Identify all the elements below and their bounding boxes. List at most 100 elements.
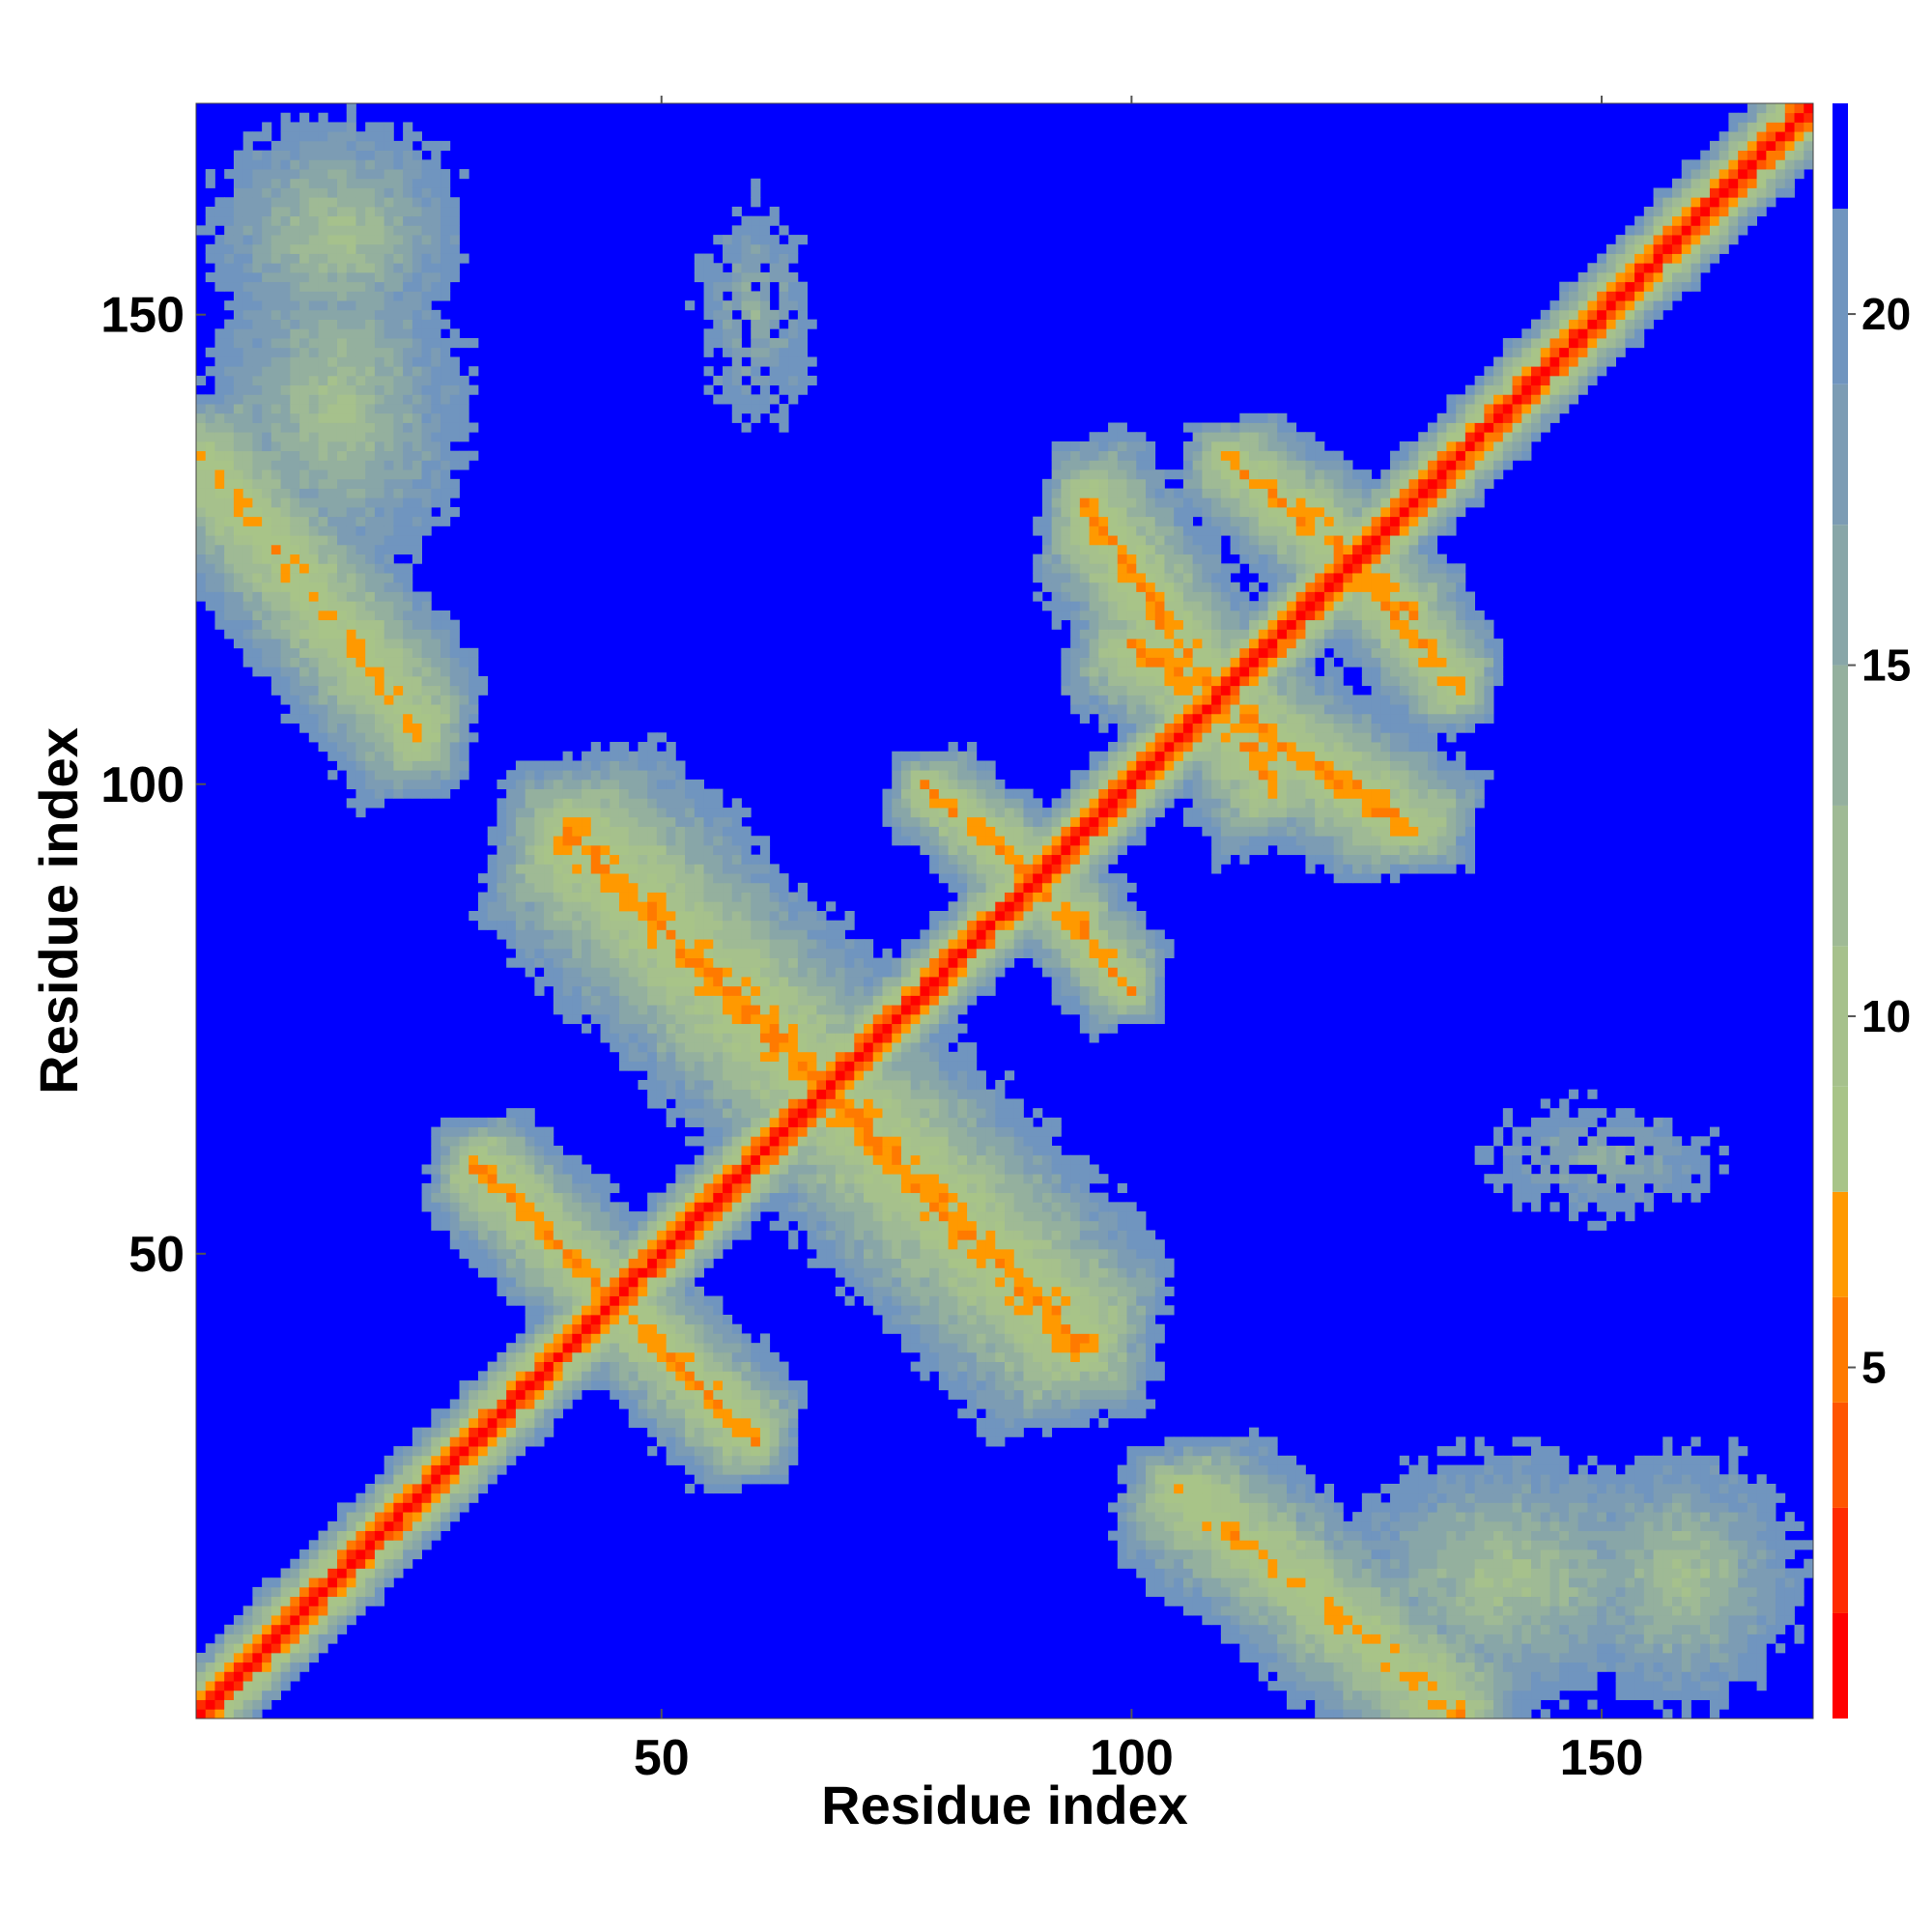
heatmap-cell	[515, 770, 526, 781]
heatmap-cell	[525, 1164, 535, 1175]
heatmap-cell	[807, 1202, 817, 1212]
heatmap-cell	[582, 1286, 592, 1296]
heatmap-cell	[290, 591, 300, 602]
heatmap-cell	[713, 1146, 724, 1156]
heatmap-cell	[534, 977, 545, 987]
heatmap-cell	[290, 215, 300, 226]
heatmap-cell	[318, 1530, 328, 1541]
heatmap-cell	[638, 854, 648, 865]
heatmap-cell	[656, 1323, 668, 1334]
heatmap-cell	[515, 1427, 526, 1437]
heatmap-cell	[290, 639, 300, 649]
heatmap-cell	[355, 422, 366, 433]
heatmap-cell	[449, 356, 460, 367]
heatmap-cell	[459, 760, 469, 771]
heatmap-cell	[365, 300, 376, 311]
heatmap-cell	[769, 1192, 780, 1203]
heatmap-cell	[713, 1305, 724, 1316]
heatmap-cell	[751, 1089, 761, 1099]
heatmap-cell	[685, 873, 696, 884]
heatmap-cell	[431, 1455, 441, 1465]
heatmap-cell	[336, 685, 348, 696]
heatmap-cell	[844, 1013, 855, 1025]
heatmap-cell	[403, 178, 413, 188]
heatmap-cell	[731, 798, 742, 809]
heatmap-cell	[759, 1136, 771, 1147]
heatmap-cell	[826, 1230, 837, 1240]
heatmap-cell	[741, 864, 752, 874]
heatmap-cell	[713, 808, 724, 818]
heatmap-cell	[412, 1474, 422, 1485]
heatmap-cell	[421, 309, 432, 320]
heatmap-cell	[384, 140, 394, 151]
heatmap-cell	[242, 206, 253, 217]
heatmap-cell	[403, 619, 413, 630]
heatmap-cell	[779, 422, 789, 433]
heatmap-cell	[403, 1549, 413, 1560]
heatmap-cell	[769, 1126, 780, 1137]
heatmap-cell	[262, 591, 272, 602]
heatmap-cell	[703, 911, 714, 922]
heatmap-cell	[412, 770, 422, 781]
heatmap-cell	[864, 1070, 874, 1081]
heatmap-cell	[929, 1230, 940, 1240]
heatmap-cell	[892, 1174, 902, 1184]
heatmap-cell	[440, 1174, 451, 1184]
heatmap-cell	[751, 1446, 761, 1457]
heatmap-cell	[779, 1399, 789, 1409]
heatmap-cell	[318, 140, 328, 151]
heatmap-cell	[242, 169, 253, 180]
heatmap-cell	[440, 1126, 451, 1137]
heatmap-cell	[647, 836, 658, 846]
heatmap-cell	[797, 901, 809, 912]
heatmap-cell	[262, 1624, 272, 1634]
heatmap-cell	[308, 281, 319, 292]
heatmap-cell	[374, 366, 385, 377]
heatmap-cell	[280, 347, 291, 357]
heatmap-cell	[393, 601, 404, 611]
heatmap-cell	[666, 1305, 676, 1316]
heatmap-cell	[384, 629, 394, 639]
heatmap-cell	[638, 760, 648, 771]
heatmap-cell	[751, 319, 761, 329]
heatmap-cell	[346, 404, 356, 414]
heatmap-cell	[346, 178, 356, 188]
heatmap-cell	[280, 639, 291, 649]
heatmap-cell	[553, 1305, 563, 1316]
heatmap-cell	[506, 901, 517, 912]
heatmap-cell	[920, 1371, 930, 1381]
heatmap-cell	[205, 253, 215, 264]
heatmap-cell	[506, 1399, 517, 1409]
heatmap-cell	[421, 770, 432, 781]
heatmap-cell	[656, 1023, 668, 1034]
heatmap-cell	[731, 1051, 742, 1062]
heatmap-cell	[638, 1399, 648, 1409]
heatmap-cell	[280, 497, 291, 508]
heatmap-cell	[412, 253, 422, 264]
heatmap-cell	[713, 1239, 724, 1250]
heatmap-cell	[487, 1248, 497, 1260]
heatmap-cell	[666, 1455, 676, 1465]
heatmap-cell	[374, 347, 385, 357]
heatmap-cell	[779, 1464, 789, 1475]
heatmap-cell	[731, 1464, 742, 1475]
heatmap-cell	[741, 1455, 752, 1465]
heatmap-cell	[797, 291, 809, 301]
heatmap-cell	[393, 770, 404, 781]
heatmap-cell	[872, 977, 883, 987]
heatmap-cell	[374, 478, 385, 489]
heatmap-cell	[252, 197, 263, 208]
heatmap-cell	[600, 1258, 611, 1268]
heatmap-cell	[290, 347, 300, 357]
heatmap-cell	[440, 140, 451, 151]
heatmap-cell	[788, 1042, 799, 1053]
heatmap-cell	[355, 187, 366, 198]
heatmap-cell	[779, 1079, 789, 1091]
heatmap-cell	[675, 779, 686, 790]
heatmap-cell	[826, 1220, 837, 1231]
heatmap-cell	[336, 1577, 348, 1588]
heatmap-cell	[769, 1351, 780, 1362]
heatmap-cell	[751, 1042, 761, 1053]
heatmap-cell	[685, 1070, 696, 1081]
heatmap-cell	[788, 1446, 799, 1457]
